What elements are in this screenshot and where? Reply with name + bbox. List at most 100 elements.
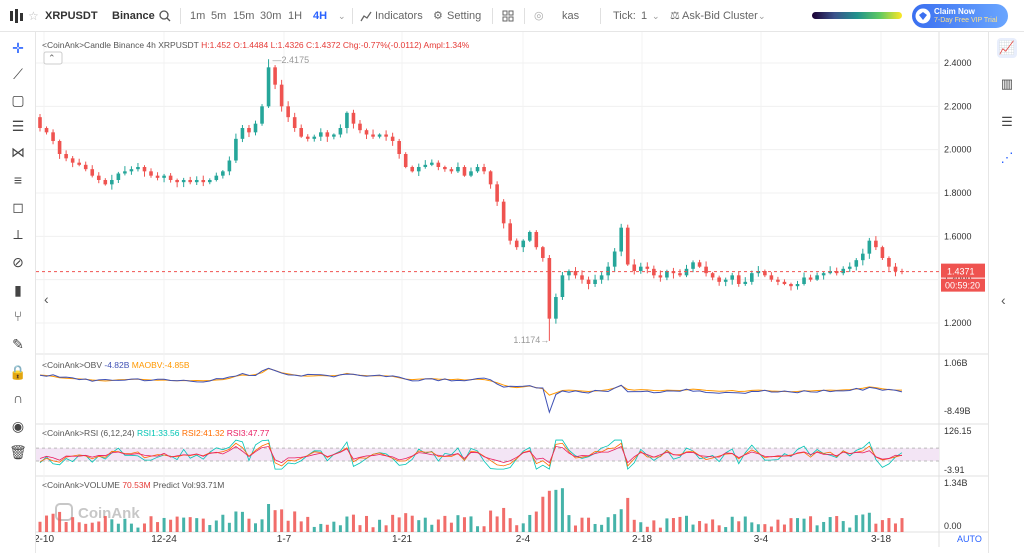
- volume-bar: [449, 522, 453, 532]
- volume-bar: [626, 497, 630, 532]
- trendline-icon[interactable]: ⟋: [13, 66, 23, 82]
- fork-icon[interactable]: ⑂: [13, 308, 23, 324]
- interval-4h[interactable]: 4H: [313, 10, 328, 22]
- ruler-icon[interactable]: ⟂: [13, 226, 23, 242]
- watermark: CoinAnk: [78, 505, 140, 522]
- fib-icon[interactable]: ☰: [11, 118, 25, 134]
- volume-bar: [299, 521, 303, 532]
- candle-body: [795, 284, 800, 287]
- candle-body: [847, 266, 852, 269]
- volume-bar: [711, 519, 715, 532]
- volume-bar: [254, 523, 257, 532]
- candle-body: [397, 141, 401, 154]
- interval-30m[interactable]: 30m: [260, 10, 282, 22]
- volume-bar: [900, 518, 904, 532]
- candle-body: [234, 138, 238, 161]
- interval-15m[interactable]: 15m: [233, 10, 255, 22]
- candle-body: [345, 112, 349, 128]
- volume-bar: [45, 515, 49, 532]
- candle-body: [384, 134, 388, 137]
- heatmap-gradient[interactable]: [812, 12, 902, 19]
- volume-bar: [84, 523, 88, 532]
- volume-bar: [508, 518, 512, 532]
- eye-toggle-icon[interactable]: ◎: [534, 10, 544, 22]
- volume-bar: [743, 516, 747, 532]
- obv-line: [39, 367, 903, 414]
- volume-bar: [724, 527, 728, 532]
- chart-bars-icon[interactable]: ▥: [1000, 76, 1014, 91]
- cluster-button[interactable]: Ask-Bid Cluster: [682, 10, 758, 22]
- x-tick-label: 3-18: [871, 534, 891, 545]
- candle-body: [155, 175, 160, 178]
- candle-body: [194, 180, 199, 183]
- search-icon[interactable]: [159, 0, 171, 32]
- crosshair-icon[interactable]: ✛: [12, 40, 24, 56]
- chevron-left-icon[interactable]: ‹: [44, 291, 49, 307]
- cluster-chevron-icon[interactable]: ⌄: [758, 11, 766, 21]
- kas-button[interactable]: kas: [562, 10, 580, 22]
- volume-bar: [123, 518, 127, 532]
- star-icon[interactable]: ☆: [28, 9, 39, 23]
- lock-icon[interactable]: 🔒: [9, 364, 27, 380]
- candle-body: [658, 275, 663, 278]
- tick-select[interactable]: 1: [641, 10, 648, 22]
- tick-label: Tick:: [613, 10, 636, 22]
- bars-icon[interactable]: ▮: [14, 282, 22, 298]
- share-icon[interactable]: ⋰: [1000, 150, 1014, 165]
- volume-bar: [547, 490, 551, 532]
- candle-body: [430, 162, 434, 165]
- candle-body: [103, 180, 108, 185]
- watermark-logo-icon: [55, 503, 73, 521]
- candle-body: [90, 169, 95, 176]
- interval-1h[interactable]: 1H: [288, 10, 303, 22]
- symbol-name[interactable]: XRPUSDT: [45, 10, 98, 22]
- callout-icon[interactable]: ◻: [12, 199, 24, 215]
- volume-bar: [351, 514, 355, 532]
- tick-chevron-icon[interactable]: ⌄: [652, 11, 660, 21]
- candle-body: [723, 279, 728, 282]
- candle-body: [214, 175, 219, 180]
- volume-bar: [854, 515, 858, 532]
- indicators-icon[interactable]: [360, 0, 372, 32]
- volume-bar: [815, 525, 819, 532]
- volume-bar: [371, 527, 375, 532]
- candle-body: [240, 128, 245, 139]
- volume-bar: [110, 519, 114, 532]
- auto-scale-button[interactable]: AUTO: [957, 534, 982, 544]
- candle-body: [436, 162, 441, 167]
- setting-button[interactable]: Setting: [447, 10, 482, 22]
- brush-icon[interactable]: ✎: [12, 336, 24, 352]
- indicators-button[interactable]: Indicators: [375, 10, 423, 22]
- interval-1m[interactable]: 1m: [190, 10, 206, 22]
- volume-bar: [71, 517, 75, 532]
- candle-body: [312, 136, 317, 139]
- chevron-left-icon[interactable]: ‹: [1001, 292, 1006, 308]
- x-tick-label: 1-21: [392, 534, 412, 545]
- collapse-legend-button[interactable]: [43, 51, 63, 65]
- list-icon[interactable]: ☰: [1001, 114, 1013, 129]
- countdown-tag: [941, 278, 985, 292]
- eye-icon[interactable]: ◉: [11, 418, 25, 434]
- interval-5m[interactable]: 5m: [211, 10, 227, 22]
- candle-body: [168, 175, 173, 180]
- trash-icon[interactable]: 🗑: [9, 444, 27, 460]
- layout-grid-icon[interactable]: [502, 0, 514, 32]
- gear-icon[interactable]: ⚙: [433, 10, 443, 22]
- settings-lines-icon[interactable]: ≡: [13, 172, 23, 188]
- exchange-name[interactable]: Binance: [112, 10, 155, 22]
- candle-body: [854, 260, 859, 267]
- magnet-brush-icon[interactable]: ⊘: [12, 254, 24, 270]
- pattern-icon[interactable]: ⋈: [11, 144, 25, 160]
- volume-bar: [280, 509, 284, 532]
- candle-body: [292, 117, 297, 128]
- chart-area[interactable]: 2.40002.20002.00001.80001.60001.40001.20…: [36, 32, 988, 547]
- candle-body: [887, 258, 891, 267]
- rectangle-icon[interactable]: ▢: [11, 92, 25, 108]
- chevron-down-icon[interactable]: ⌄: [338, 11, 346, 21]
- chart-line-icon[interactable]: 📈: [997, 38, 1017, 58]
- volume-bar: [188, 517, 192, 532]
- candle-body: [462, 167, 467, 176]
- x-tick-label: 2-4: [516, 534, 531, 545]
- vip-claim-button[interactable]: Claim Now 7-Day Free VIP Trial: [912, 4, 1008, 28]
- magnet-icon[interactable]: ∩: [12, 390, 24, 406]
